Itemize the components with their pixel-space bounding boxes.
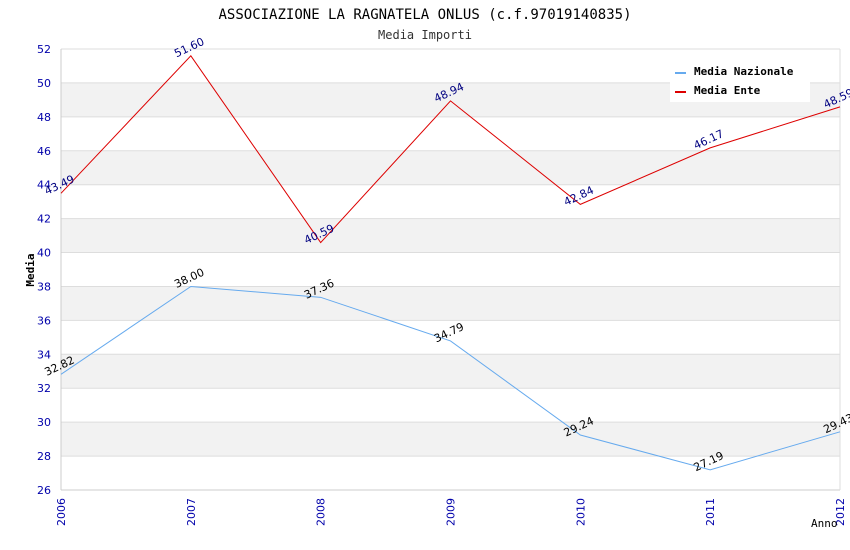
x-tick-label: 2012 [834, 498, 847, 526]
y-tick-label: 52 [37, 43, 51, 56]
y-tick-label: 36 [37, 314, 51, 327]
x-tick-label: 2006 [55, 498, 68, 526]
chart-subtitle: Media Importi [378, 28, 472, 42]
legend-entry-media-nazionale: Media Nazionale [694, 65, 794, 78]
legend: Media Nazionale Media Ente [670, 60, 810, 102]
y-tick-label: 48 [37, 111, 51, 124]
y-tick-label: 34 [37, 348, 51, 361]
grid-bands [60, 48, 841, 491]
y-tick-label: 38 [37, 280, 51, 293]
y-tick-label: 42 [37, 213, 51, 226]
y-tick-label: 40 [37, 247, 51, 260]
y-tick-label: 50 [37, 77, 51, 90]
grid-band [61, 354, 840, 389]
grid-band [61, 218, 840, 253]
x-tick-label: 2010 [574, 498, 587, 526]
x-axis-label: Anno [811, 517, 838, 530]
y-tick-label: 30 [37, 416, 51, 429]
x-axis: 2006 2007 2008 2009 2010 2011 2012 [55, 498, 847, 526]
y-tick-label: 28 [37, 450, 51, 463]
x-tick-label: 2008 [315, 498, 328, 526]
grid-band [61, 150, 840, 185]
x-tick-label: 2009 [445, 498, 458, 526]
y-tick-label: 32 [37, 382, 51, 395]
legend-box [670, 60, 810, 102]
chart-title: ASSOCIAZIONE LA RAGNATELA ONLUS (c.f.970… [218, 7, 631, 23]
legend-entry-media-ente: Media Ente [694, 84, 761, 97]
series-line-media-nazionale [60, 285, 841, 471]
series-line-media-ente [60, 54, 841, 244]
y-axis-label: Media [24, 253, 37, 286]
grid-band [61, 286, 840, 321]
y-tick-label: 44 [37, 179, 51, 192]
x-tick-label: 2007 [185, 498, 198, 526]
y-axis: 26 28 30 32 34 36 38 40 42 44 46 48 50 52 [37, 43, 51, 497]
x-tick-label: 2011 [704, 498, 717, 526]
grid-band [61, 422, 840, 457]
y-tick-label: 26 [37, 484, 51, 497]
y-tick-label: 46 [37, 145, 51, 158]
